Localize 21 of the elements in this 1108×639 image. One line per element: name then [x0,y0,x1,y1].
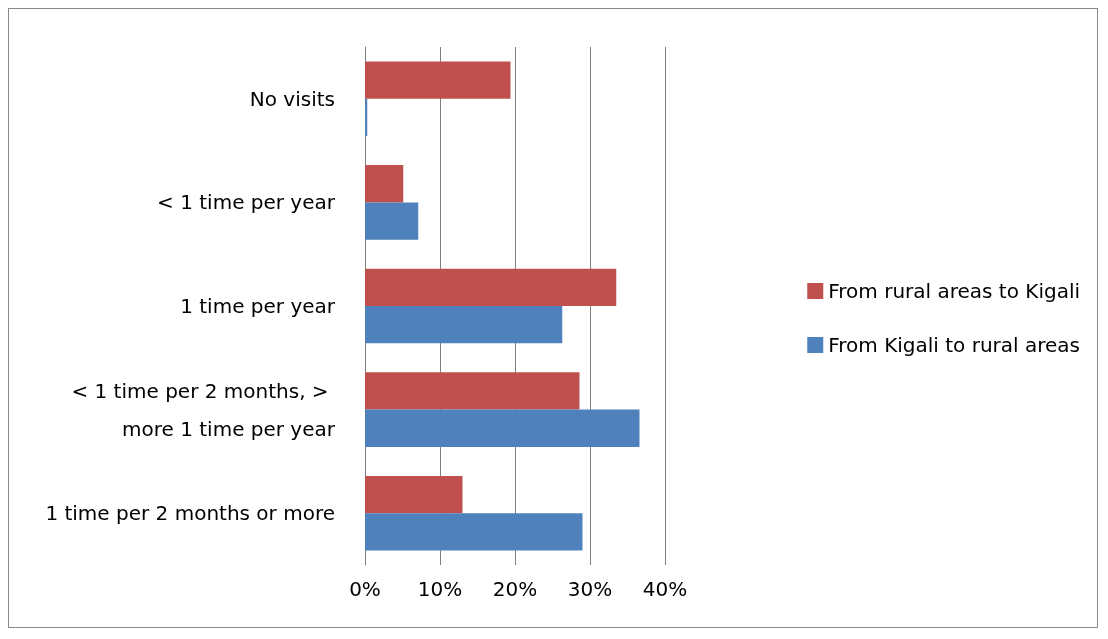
y-tick-label: < 1 time per year [157,190,336,215]
bar [365,513,583,551]
x-tick-label: 0% [349,577,381,601]
x-tick-label: 30% [567,577,613,601]
x-tick-label: 10% [417,577,463,601]
y-tick-label: 1 time per 2 months or more [45,501,335,526]
x-tick-label: 20% [492,577,538,601]
bar [365,475,463,514]
x-tick-label: 40% [642,577,688,601]
legend-label: From rural areas to Kigali [828,279,1080,303]
y-tick-label: No visits [249,86,335,111]
legend-label: From Kigali to rural areas [828,333,1080,357]
y-tick-label: < 1 time per 2 months, > more 1 time per year [71,378,336,441]
y-tick-label: 1 time per year [180,294,336,318]
bar [365,61,511,99]
bar [365,165,404,203]
bar [365,202,419,240]
bar [365,306,563,344]
bar [365,372,580,410]
bar [365,268,617,306]
bar [365,409,640,447]
